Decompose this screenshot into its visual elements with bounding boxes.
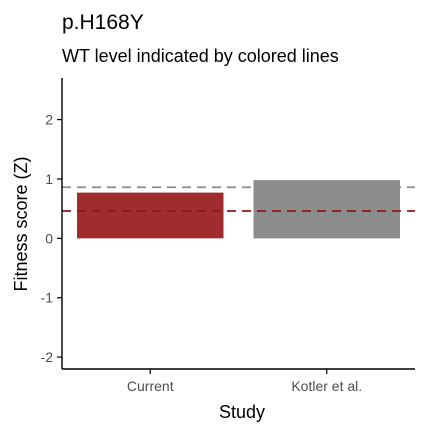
- y-tick-label: 2: [45, 112, 53, 128]
- chart-title: p.H168Y: [62, 11, 144, 34]
- x-tick-label: Kotler et al.: [291, 378, 362, 394]
- x-axis-ticks: Current Kotler et al.: [127, 369, 362, 394]
- plot-area: -2 -1 0 1 2 Current Kotler et al.: [41, 78, 415, 394]
- bars-group: [77, 180, 400, 239]
- bar-current: [77, 192, 224, 239]
- chart-subtitle: WT level indicated by colored lines: [62, 46, 339, 66]
- y-tick-label: -2: [41, 349, 54, 365]
- y-axis-ticks: -2 -1 0 1 2: [41, 112, 62, 365]
- x-axis-title: Study: [219, 402, 265, 422]
- y-tick-label: -1: [41, 290, 54, 306]
- y-tick-label: 0: [45, 230, 53, 246]
- bar-kotler-et-al: [253, 180, 400, 239]
- x-tick-label: Current: [127, 378, 174, 394]
- y-axis-title: Fitness score (Z): [11, 156, 31, 291]
- y-tick-label: 1: [45, 171, 53, 187]
